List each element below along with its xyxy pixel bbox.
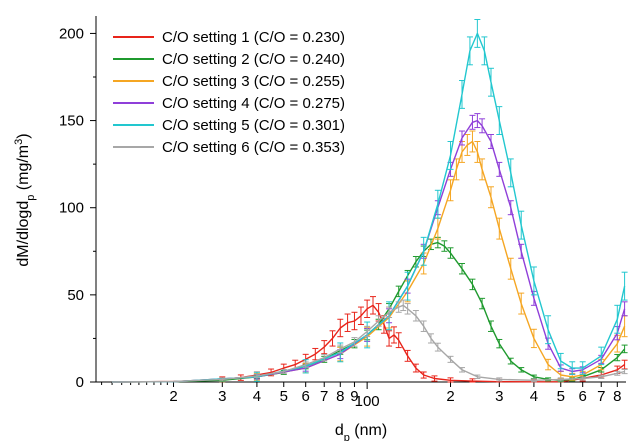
legend-entry-1: C/O setting 1 (C/O = 0.230) xyxy=(162,29,345,46)
y-tick-label: 0 xyxy=(76,374,84,391)
series-layer xyxy=(112,18,628,383)
axis-labels: dp (nm) dM/dlogdp (mg/m3) xyxy=(13,133,387,441)
y-tick-label: 200 xyxy=(59,25,84,42)
y-tick-label: 150 xyxy=(59,113,84,130)
x-tick-label: 8 xyxy=(336,388,344,405)
y-axis-label: dM/dlogdp (mg/m3) xyxy=(13,133,37,266)
x-tick-label: 7 xyxy=(597,388,605,405)
x-tick-label: 5 xyxy=(280,388,288,405)
series-5 xyxy=(112,18,628,383)
legend-entry-5: C/O setting 5 (C/O = 0.301) xyxy=(162,117,345,134)
x-tick-label: 4 xyxy=(253,388,261,405)
x-tick-label: 100 xyxy=(355,393,380,410)
x-tick-label: 2 xyxy=(446,388,454,405)
x-axis-label: dp (nm) xyxy=(335,422,387,441)
x-tick-label: 9 xyxy=(350,388,358,405)
series-3 xyxy=(112,130,628,383)
series-6 xyxy=(112,299,628,383)
legend-entry-6: C/O setting 6 (C/O = 0.353) xyxy=(162,139,345,156)
x-tick-label: 7 xyxy=(320,388,328,405)
y-tick-label: 50 xyxy=(67,287,84,304)
legend-entry-4: C/O setting 4 (C/O = 0.275) xyxy=(162,95,345,112)
x-tick-label: 6 xyxy=(579,388,587,405)
legend-entry-2: C/O setting 2 (C/O = 0.240) xyxy=(162,51,345,68)
x-tick-label: 3 xyxy=(495,388,503,405)
series-2 xyxy=(112,236,628,383)
y-tick-label: 100 xyxy=(59,200,84,217)
x-tick-label: 4 xyxy=(530,388,538,405)
x-tick-label: 3 xyxy=(218,388,226,405)
x-tick-label: 8 xyxy=(613,388,621,405)
legend-entry-3: C/O setting 3 (C/O = 0.255) xyxy=(162,73,345,90)
legend: C/O setting 1 (C/O = 0.230) C/O setting 2… xyxy=(113,29,345,156)
x-tick-label: 5 xyxy=(557,388,565,405)
x-tick-label: 2 xyxy=(169,388,177,405)
x-tick-label: 6 xyxy=(302,388,310,405)
